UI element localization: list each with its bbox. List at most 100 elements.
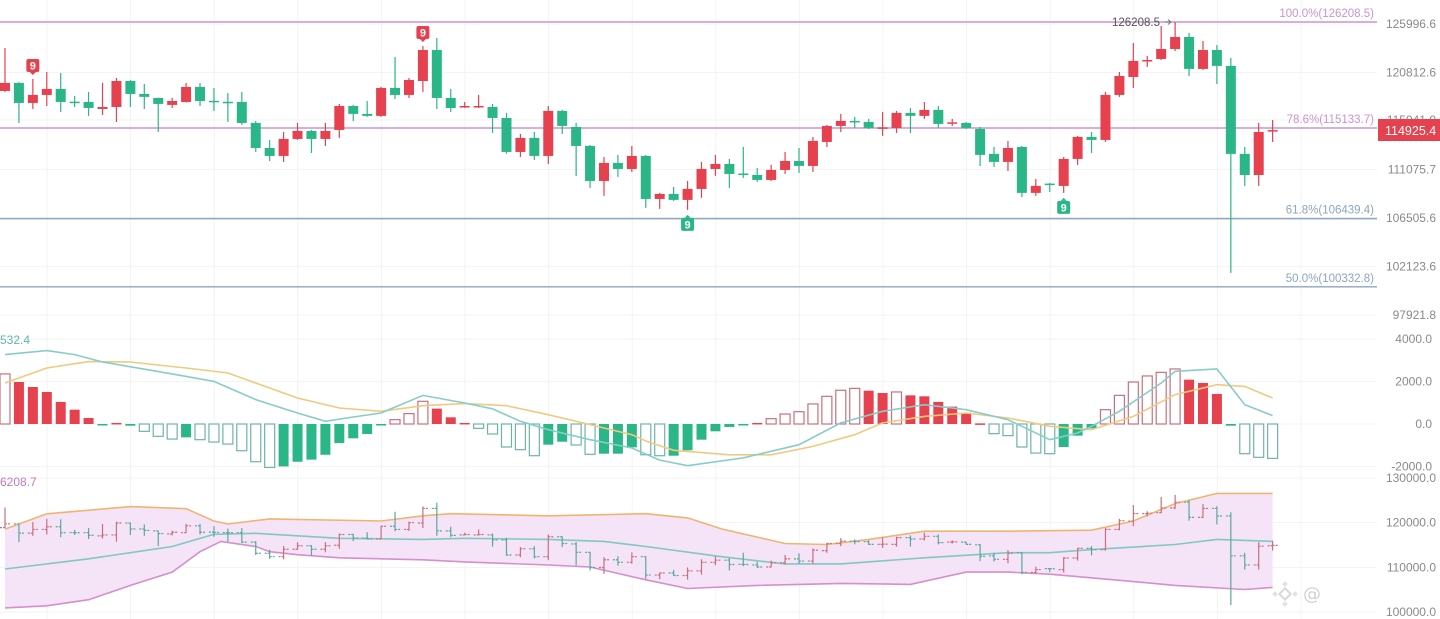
td-sequential-markers: 9 9 9 9 (26, 26, 1071, 231)
macd-histogram-bar (1113, 394, 1126, 425)
candle-body (1058, 158, 1069, 186)
candle (403, 78, 414, 98)
macd-histogram-bar (1127, 381, 1139, 425)
macd-axis-label: -2000.0 (1391, 459, 1432, 473)
ohlc-bar (111, 521, 122, 542)
candle (1267, 119, 1278, 142)
candle-body (27, 94, 38, 103)
ohlc-bar (1253, 542, 1264, 570)
macd-histogram-bar (376, 424, 387, 426)
ohlc-bar (780, 554, 791, 565)
ohlc-bar (1002, 550, 1013, 564)
candle-body (292, 130, 303, 139)
candle (306, 129, 317, 153)
macd-histogram-bar (41, 391, 52, 424)
candle-body (905, 112, 916, 116)
candle (97, 82, 108, 115)
macd-histogram-bar (166, 423, 178, 440)
candle (557, 109, 568, 134)
candle-body (696, 168, 707, 189)
candle (208, 87, 219, 111)
candle-body (1197, 49, 1208, 69)
candle (766, 164, 777, 181)
ohlc-bar (181, 523, 192, 534)
candle (947, 118, 958, 126)
ohlc-bar (390, 511, 401, 532)
ohlc-bar (877, 537, 888, 548)
candle (780, 151, 791, 174)
ohlc-bar (585, 551, 596, 571)
candle-body (975, 128, 986, 155)
ohlc-bar (334, 533, 345, 549)
macd-histogram-bar (222, 423, 234, 445)
candle-body (585, 145, 596, 181)
macd-histogram-bar (1267, 423, 1279, 459)
candle (1044, 182, 1055, 192)
candle-body (167, 100, 178, 105)
macd-histogram-bar (752, 422, 763, 425)
candle-body (208, 100, 219, 103)
macd-histogram-bar (362, 424, 373, 434)
macd-histogram-bar (514, 423, 527, 451)
candle (41, 71, 52, 106)
candle (69, 95, 80, 107)
macd-histogram-bar (626, 424, 637, 448)
candle (1156, 26, 1167, 61)
candle-body (1184, 36, 1195, 69)
candle (1253, 122, 1264, 186)
ohlc-bar (13, 523, 24, 543)
candle (1072, 135, 1083, 165)
macd-histogram-bar (765, 418, 777, 425)
macd-histogram-bar (988, 423, 1000, 435)
ohlc-bar (376, 525, 387, 540)
candle-body (835, 120, 846, 126)
ohlc-bar (891, 536, 902, 547)
ohlc-bar (1016, 552, 1027, 575)
ohlc-bar (640, 556, 651, 579)
macd-dif-line (4, 349, 1273, 467)
candle-body (710, 163, 721, 169)
ohlc-bar (69, 529, 80, 535)
ohlc-bar (919, 532, 930, 541)
macd-histogram-bar (975, 423, 986, 425)
candle-body (738, 173, 749, 176)
ohlc-bar (1030, 566, 1041, 574)
ohlc-bar (473, 529, 484, 536)
macd-histogram-bar (13, 382, 24, 424)
macd-histogram-bar (334, 424, 345, 444)
macd-histogram-bar (835, 389, 847, 425)
candle-body (376, 87, 387, 116)
candle-body (654, 193, 665, 199)
td-marker-label: 9 (685, 219, 691, 231)
ohlc-bar (905, 535, 916, 547)
macd-histogram-bar (1016, 423, 1028, 448)
candle (13, 82, 24, 123)
fibonacci-levels: 100.0%(126208.5) 78.6%(115133.7) 61.8%(106… (0, 8, 1377, 288)
macd-histogram-bar (793, 411, 805, 425)
candle (612, 154, 623, 177)
candle-body (752, 174, 763, 180)
macd-histogram-bar (947, 406, 958, 424)
macd-histogram-bar (863, 390, 874, 424)
watermark-at: @ (1303, 584, 1321, 605)
macd-value-label: 532.4 (0, 333, 30, 347)
candle-body (250, 122, 261, 148)
macd-histogram-bar (417, 400, 429, 425)
ohlc-bar (0, 507, 10, 529)
ohlc-bar (1239, 552, 1250, 570)
ohlc-bar (1114, 518, 1125, 531)
ohlc-bar (515, 547, 526, 558)
td-marker: 9 (1057, 197, 1071, 214)
td-marker-badge (681, 217, 695, 231)
ohlc-bar (1197, 504, 1208, 518)
ohlc-bar (1072, 547, 1083, 561)
ohlc-bar (752, 561, 763, 568)
ohlc-bar (794, 553, 805, 565)
ohlc-bar (139, 524, 150, 536)
candle-body (1253, 131, 1264, 175)
candle (585, 145, 596, 188)
candle (167, 97, 178, 108)
candle-body (766, 169, 777, 180)
ohlc-bar (153, 530, 164, 547)
